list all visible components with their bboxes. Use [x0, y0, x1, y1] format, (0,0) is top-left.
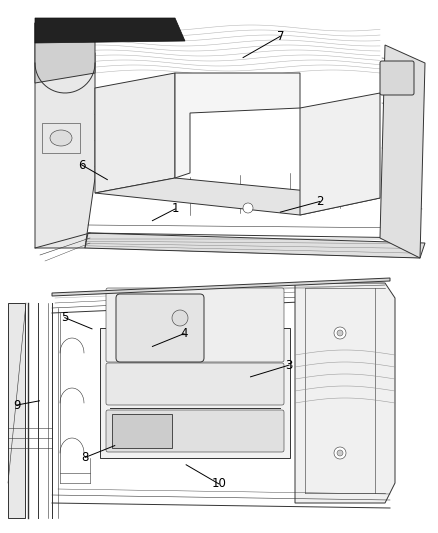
Bar [112, 414, 172, 448]
Circle shape [334, 327, 346, 339]
Polygon shape [380, 45, 425, 258]
Polygon shape [300, 93, 380, 215]
Text: 8: 8 [82, 451, 89, 464]
FancyBboxPatch shape [106, 288, 284, 362]
Polygon shape [35, 23, 95, 83]
Polygon shape [35, 18, 185, 43]
Polygon shape [295, 283, 395, 503]
Circle shape [243, 203, 253, 213]
Circle shape [172, 310, 188, 326]
FancyBboxPatch shape [116, 294, 204, 362]
Text: 1: 1 [171, 203, 179, 215]
Text: 6: 6 [78, 159, 86, 172]
Polygon shape [8, 303, 25, 518]
Ellipse shape [50, 130, 72, 146]
Polygon shape [5, 278, 430, 523]
FancyBboxPatch shape [106, 363, 284, 405]
Polygon shape [35, 23, 95, 248]
Text: 2: 2 [316, 195, 324, 208]
Circle shape [337, 450, 343, 456]
Polygon shape [52, 278, 390, 296]
Text: 4: 4 [180, 327, 188, 340]
Polygon shape [95, 73, 175, 193]
Circle shape [337, 330, 343, 336]
Text: 10: 10 [212, 478, 226, 490]
Text: 5: 5 [61, 311, 68, 324]
Text: 3: 3 [286, 359, 293, 372]
Text: 9: 9 [13, 399, 21, 411]
Polygon shape [175, 73, 300, 178]
Text: 7: 7 [276, 30, 284, 43]
FancyBboxPatch shape [106, 410, 284, 452]
Polygon shape [85, 233, 425, 258]
Polygon shape [100, 328, 290, 458]
Polygon shape [95, 178, 380, 215]
Circle shape [334, 447, 346, 459]
FancyBboxPatch shape [380, 61, 414, 95]
